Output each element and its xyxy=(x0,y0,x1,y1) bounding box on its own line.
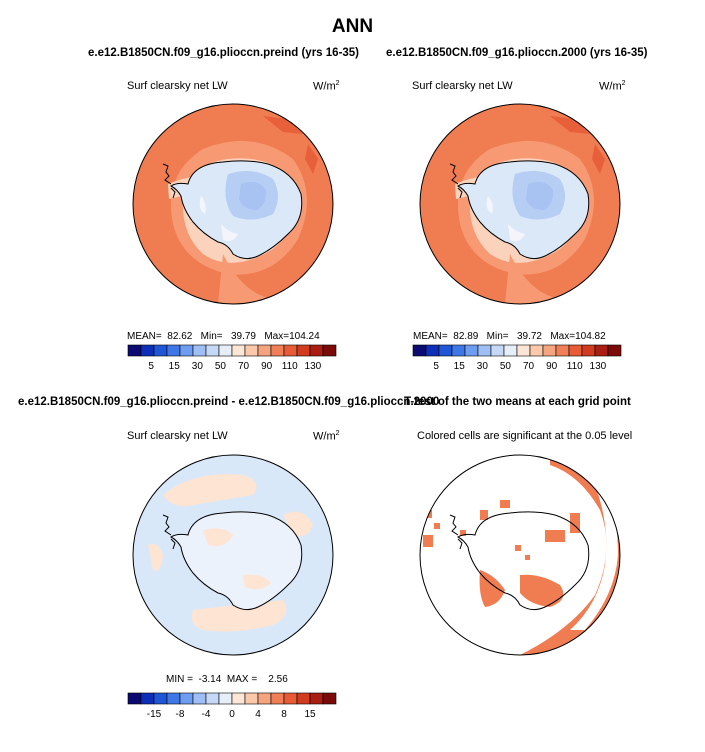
panel1-colorbar-swatch xyxy=(205,344,220,357)
panel1-variable-label: Surf clearsky net LW xyxy=(127,80,228,92)
panel2-units: W/m2 xyxy=(599,80,626,93)
panel2-colorbar-tick-label: 130 xyxy=(590,361,607,372)
panel2-colorbar-tick-label: 5 xyxy=(433,361,439,372)
panel3-stats: MIN = -3.14 MAX = 2.56 xyxy=(166,674,288,685)
panel3-colorbar-swatch xyxy=(296,692,311,705)
panel2-colorbar-swatch xyxy=(594,344,609,357)
panel2-colorbar-swatch xyxy=(412,344,427,357)
panel1-colorbar-swatch xyxy=(322,344,337,357)
panel1-map xyxy=(132,103,334,305)
panel2-colorbar-swatch xyxy=(425,344,440,357)
panel2-colorbar-swatch xyxy=(581,344,596,357)
panel3-colorbar-tick-label: 15 xyxy=(304,709,316,720)
panel3-colorbar: -15 -8 -4 0 4 8 15 xyxy=(127,692,337,720)
panel1-colorbar-tick-label: 130 xyxy=(305,361,322,372)
panel2-colorbar-swatch xyxy=(555,344,570,357)
panel1-colorbar: 5 15 30 50 70 90 110 130 xyxy=(127,344,337,372)
panel2-colorbar-swatch xyxy=(503,344,518,357)
panel1-colorbar-swatch xyxy=(192,344,207,357)
panel2-map xyxy=(419,103,621,305)
panel1-units: W/m2 xyxy=(313,80,340,93)
panel2-colorbar-tick-label: 110 xyxy=(567,361,583,372)
panel1-colorbar-swatch xyxy=(296,344,311,357)
panel2-colorbar-tick-label: 90 xyxy=(546,361,558,372)
panel1-colorbar-tick-label: 5 xyxy=(148,361,154,372)
panel1-stats: MEAN= 82.62 Min= 39.79 Max=104.24 xyxy=(127,331,320,342)
panel3-colorbar-swatch xyxy=(244,692,259,705)
panel3-colorbar-tick-label: -15 xyxy=(147,709,162,720)
panel3-colorbar-swatch xyxy=(153,692,168,705)
panel2-stats: MEAN= 82.89 Min= 39.72 Max=104.82 xyxy=(413,331,606,342)
panel3-colorbar-tick-label: 8 xyxy=(281,709,287,720)
panel2-antarctica xyxy=(449,160,590,260)
panel2-colorbar-swatch xyxy=(516,344,531,357)
panel1-colorbar-swatch xyxy=(244,344,259,357)
panel3-antarctica xyxy=(162,511,303,611)
panel2-colorbar-swatch xyxy=(607,344,622,357)
panel3-colorbar-swatch xyxy=(205,692,220,705)
panel1-colorbar-swatch xyxy=(127,344,142,357)
panel1-colorbar-swatch xyxy=(309,344,324,357)
panel3-colorbar-swatch xyxy=(322,692,337,705)
panel2-variable-label: Surf clearsky net LW xyxy=(412,80,513,92)
panel1-colorbar-tick-label: 90 xyxy=(261,361,273,372)
panel3-colorbar-swatch xyxy=(192,692,207,705)
panel1-colorbar-tick-label: 15 xyxy=(169,361,181,372)
panel1-case-title: e.e12.B1850CN.f09_g16.plioccn.preind (yr… xyxy=(88,47,360,59)
panel1-antarctica xyxy=(162,160,303,260)
panel3-colorbar-swatch xyxy=(127,692,142,705)
panel3-colorbar-tick-label: -4 xyxy=(202,709,211,720)
panel3-units: W/m2 xyxy=(313,430,340,443)
panel3-colorbar-swatch xyxy=(283,692,298,705)
panel3-colorbar-swatch xyxy=(218,692,233,705)
panel3-colorbar-tick-label: 4 xyxy=(255,709,261,720)
panel2-colorbar-swatch xyxy=(438,344,453,357)
panel2-colorbar-swatch xyxy=(451,344,466,357)
panel1-colorbar-swatch xyxy=(218,344,233,357)
panel3-case-title: e.e12.B1850CN.f09_g16.plioccn.preind - e… xyxy=(18,396,440,408)
panel2-colorbar-swatch xyxy=(542,344,557,357)
panel4-antarctica xyxy=(449,511,590,611)
panel2-colorbar-tick-label: 70 xyxy=(523,361,535,372)
panel1-colorbar-tick-label: 70 xyxy=(238,361,250,372)
panel3-colorbar-tick-label: 0 xyxy=(229,709,235,720)
panel1-colorbar-swatch xyxy=(257,344,272,357)
panel2-case-title: e.e12.B1850CN.f09_g16.plioccn.2000 (yrs … xyxy=(386,47,648,59)
panel1-colorbar-tick-label: 110 xyxy=(282,361,298,372)
panel1-colorbar-swatch xyxy=(270,344,285,357)
panel4-case-title: T-test of the two means at each grid poi… xyxy=(404,396,631,408)
panel1-colorbar-swatch xyxy=(153,344,168,357)
panel3-colorbar-tick-label: -8 xyxy=(176,709,185,720)
panel1-colorbar-swatch xyxy=(283,344,298,357)
panel2-colorbar-tick-label: 30 xyxy=(477,361,489,372)
panel3-colorbar-swatch xyxy=(179,692,194,705)
panel3-colorbar-swatch xyxy=(257,692,272,705)
panel2-colorbar-swatch xyxy=(464,344,479,357)
panel2-colorbar-swatch xyxy=(477,344,492,357)
panel4-variable-label: Colored cells are significant at the 0.0… xyxy=(417,430,633,442)
panel3-colorbar-swatch xyxy=(270,692,285,705)
panel2-colorbar: 5 15 30 50 70 90 110 130 xyxy=(412,344,622,372)
panel1-colorbar-swatch xyxy=(140,344,155,357)
panel3-map xyxy=(132,454,334,656)
panel2-colorbar-swatch xyxy=(529,344,544,357)
panel2-colorbar-swatch xyxy=(568,344,583,357)
panel3-colorbar-swatch xyxy=(231,692,246,705)
panel3-variable-label: Surf clearsky net LW xyxy=(127,430,228,442)
panel3-colorbar-swatch xyxy=(140,692,155,705)
panel3-colorbar-swatch xyxy=(309,692,324,705)
panel1-colorbar-tick-label: 50 xyxy=(215,361,227,372)
panel2-colorbar-swatch xyxy=(490,344,505,357)
panel2-colorbar-tick-label: 50 xyxy=(500,361,512,372)
panel2-colorbar-tick-label: 15 xyxy=(454,361,466,372)
panel1-colorbar-swatch xyxy=(166,344,181,357)
panel3-colorbar-swatch xyxy=(166,692,181,705)
panel4-map xyxy=(419,454,621,656)
panel1-colorbar-swatch xyxy=(231,344,246,357)
figure-title: ANN xyxy=(331,16,374,37)
panel1-colorbar-swatch xyxy=(179,344,194,357)
panel1-colorbar-tick-label: 30 xyxy=(192,361,204,372)
